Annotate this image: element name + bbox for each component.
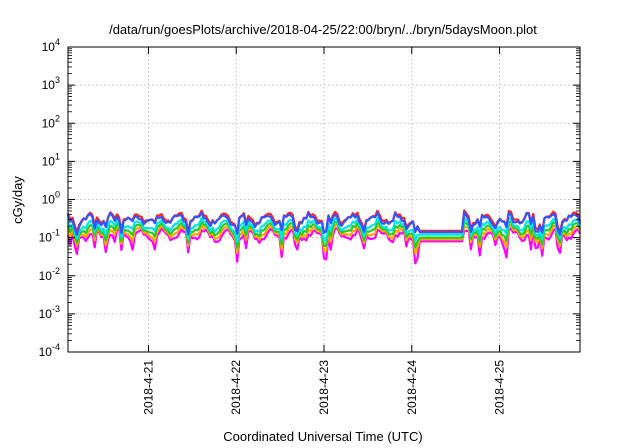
- grid: [68, 47, 580, 352]
- y-tick-label: 102: [42, 113, 60, 130]
- y-axis-label: cGy/day: [10, 176, 25, 224]
- y-tick-label: 100: [42, 190, 60, 207]
- chart-title: /data/run/goesPlots/archive/2018-04-25/2…: [109, 22, 537, 37]
- y-tick-label: 101: [42, 151, 60, 168]
- series-line: [66, 220, 582, 249]
- y-tick-label: 103: [42, 75, 60, 92]
- y-tick-label: 10-2: [39, 266, 60, 283]
- x-tick-labels: 2018-4-21 2018-4-22 2018-4-23 2018-4-24 2018…: [141, 360, 506, 415]
- x-tick-label: 2018-4-24: [405, 360, 419, 415]
- y-tick-label: 10-4: [39, 342, 60, 359]
- series-line: [66, 211, 582, 236]
- y-tick-label: 10-3: [39, 304, 60, 321]
- series-line: [66, 216, 582, 243]
- series-line: [66, 227, 581, 265]
- y-tick-labels: 10-4 10-3 10-2 10-1 100 101 102 103 104: [39, 37, 60, 359]
- x-tick-label: 2018-4-25: [493, 360, 507, 415]
- x-tick-label: 2018-4-22: [229, 360, 243, 415]
- series-line: [66, 223, 582, 255]
- series-layer: [66, 209, 582, 265]
- x-axis-label: Coordinated Universal Time (UTC): [223, 429, 422, 444]
- y-tick-label: 10-1: [39, 228, 60, 245]
- y-tick-label: 104: [42, 37, 60, 54]
- x-tick-label: 2018-4-21: [141, 360, 155, 415]
- ticks: [68, 46, 580, 353]
- x-tick-label: 2018-4-23: [317, 360, 331, 415]
